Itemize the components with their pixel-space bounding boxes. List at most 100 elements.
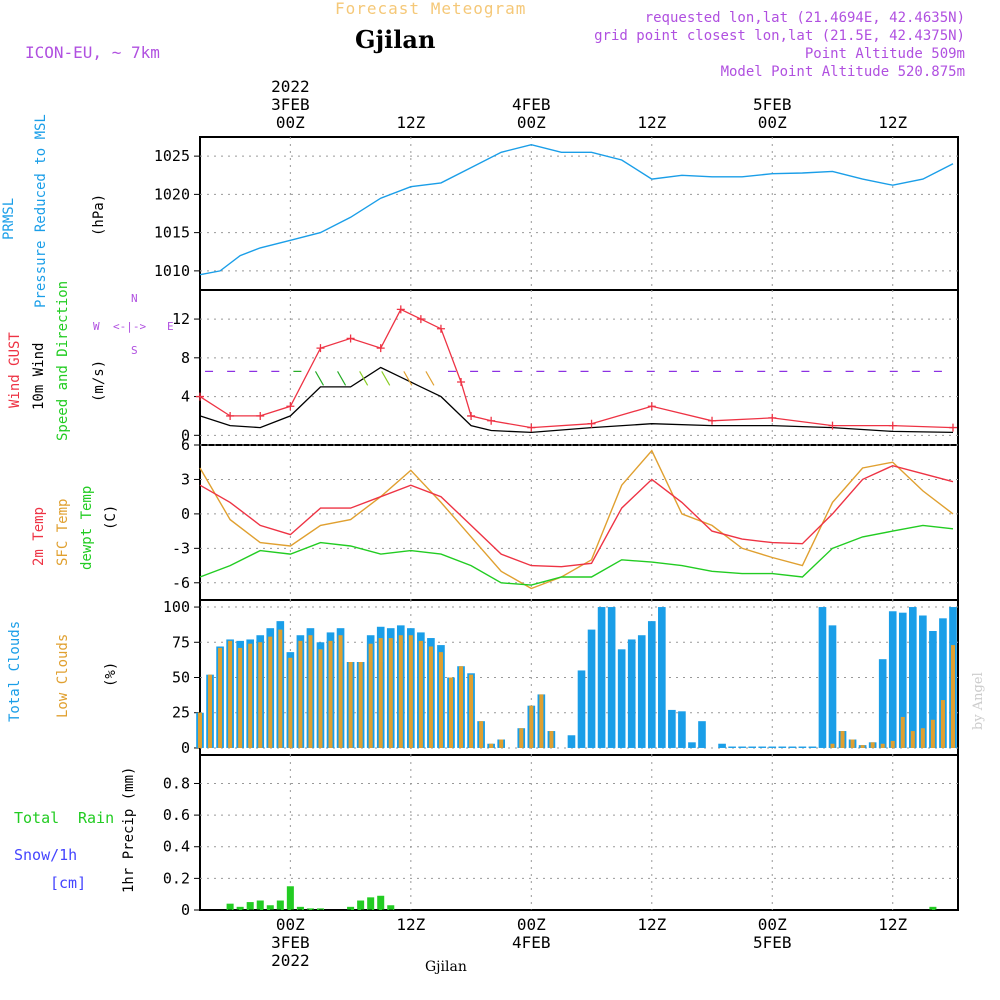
total-cloud-bar-70	[898, 612, 907, 748]
bottom-date-4feb: 4FEB	[512, 933, 551, 952]
low-cloud-bar-32	[519, 728, 524, 748]
bottom-time-tick-4: 00Z	[758, 915, 787, 934]
ytick-label-clouds-0: 0	[181, 739, 190, 757]
low-cloud-bar-4	[238, 647, 243, 748]
gust-marker-3	[286, 402, 295, 411]
low-cloud-bar-67	[870, 742, 875, 748]
low-cloud-bar-17	[368, 643, 373, 748]
bottom-time-tick-2: 00Z	[517, 915, 546, 934]
top-time-tick-1: 12Z	[396, 113, 425, 132]
series-gust	[199, 308, 954, 429]
series-sfc-temp	[199, 449, 954, 590]
ytick-label-clouds-4: 100	[163, 598, 190, 616]
gust-marker-6	[376, 344, 385, 353]
total-cloud-bar-55	[748, 746, 757, 748]
low-cloud-bar-35	[549, 731, 554, 748]
low-cloud-bar-22	[418, 640, 423, 748]
total-cloud-bar-53	[728, 746, 736, 748]
ytick-label-precip-0: 0	[181, 901, 190, 919]
rain-bar-11	[357, 900, 365, 910]
low-cloud-bar-21	[408, 635, 413, 748]
gust-marker-2	[256, 411, 265, 420]
bottom-time-tick-1: 12Z	[396, 915, 425, 934]
total-cloud-bar-74	[939, 618, 947, 748]
total-cloud-bar-39	[587, 629, 596, 748]
bottom-time-tick-5: 12Z	[878, 915, 907, 934]
compass-s: S	[131, 344, 138, 357]
bottom-date-5feb: 5FEB	[753, 933, 792, 952]
wind-arrow-186	[381, 371, 391, 386]
ytick-label-precip-4: 0.8	[163, 774, 190, 792]
low-cloud-bar-25	[448, 677, 454, 748]
panel-frame-wind	[199, 289, 959, 446]
low-cloud-bar-26	[459, 666, 464, 748]
low-cloud-bar-28	[479, 721, 484, 748]
ytick-label-wind-2: 8	[181, 349, 190, 367]
gust-marker-1	[226, 411, 235, 420]
wind-arrow-230	[425, 371, 435, 386]
top-time-tick-3: 12Z	[637, 113, 666, 132]
rain-bar-3	[256, 900, 264, 910]
total-cloud-bar-43	[627, 639, 636, 748]
total-cloud-bar-49	[688, 742, 696, 748]
rain-bar-4	[266, 905, 274, 910]
total-cloud-bar-73	[929, 631, 937, 748]
low-cloud-bar-74	[940, 700, 945, 748]
total-cloud-bar-72	[919, 615, 927, 748]
rain-bar-1	[236, 906, 244, 910]
total-cloud-bar-47	[668, 709, 676, 748]
bottom-time-tick-0: 00Z	[276, 915, 305, 934]
series-wind10m	[199, 366, 954, 434]
gridpoint-coords: grid point closest lon,lat (21.5E, 42.43…	[594, 28, 965, 44]
low-cloud-bar-8	[278, 629, 283, 748]
total-cloud-bar-42	[617, 649, 626, 748]
gust-marker-0	[196, 392, 204, 401]
panel-frame-precipitation	[199, 754, 959, 911]
low-cloud-bar-63	[830, 743, 835, 748]
gust-marker-9	[436, 324, 445, 333]
total-cloud-bar-63	[828, 625, 837, 748]
rain-bar-5	[276, 900, 284, 910]
ytick-label-pressure-2: 1020	[154, 185, 190, 203]
rain-bar-13	[377, 895, 385, 910]
low-cloud-bar-66	[860, 745, 865, 748]
gust-marker-13	[527, 423, 536, 432]
low-cloud-bar-19	[388, 638, 393, 748]
low-cloud-bar-29	[489, 743, 494, 748]
model-label: ICON-EU, ~ 7km	[25, 43, 160, 62]
low-cloud-bar-13	[328, 640, 333, 748]
low-cloud-bar-2	[218, 647, 223, 748]
rain-bar-10	[347, 906, 355, 910]
total-cloud-bar-68	[878, 659, 887, 748]
gust-marker-20	[948, 423, 957, 432]
wind-arrow-120	[314, 371, 324, 386]
top-time-tick-4: 00Z	[758, 113, 787, 132]
gust-marker-17	[768, 413, 777, 422]
model-altitude: Model Point Altitude 520.875m	[720, 64, 965, 80]
total-cloud-bar-62	[818, 607, 827, 748]
low-cloud-bar-12	[318, 649, 323, 748]
location-title: Gjilan	[355, 25, 436, 54]
gust-marker-15	[647, 402, 656, 411]
gust-marker-16	[708, 416, 717, 425]
top-date-5feb: 5FEB	[753, 95, 792, 114]
low-cloud-bar-73	[930, 719, 935, 748]
low-cloud-bar-7	[268, 636, 273, 748]
rain-bar-2	[246, 902, 254, 910]
ytick-label-temperature-0: -6	[172, 574, 190, 592]
low-cloud-bar-70	[900, 716, 905, 748]
series-2m-temp	[199, 464, 954, 568]
low-cloud-bar-68	[880, 743, 885, 748]
total-cloud-bar-57	[768, 746, 777, 748]
total-cloud-bar-52	[718, 743, 726, 748]
total-cloud-bar-54	[738, 746, 746, 748]
footer-location: Gjilan	[425, 959, 467, 975]
panel-frame-pressure	[199, 136, 959, 291]
rain-bar-0	[226, 903, 234, 910]
total-cloud-bar-44	[637, 635, 646, 748]
low-cloud-bar-72	[920, 728, 925, 748]
wind-arrow-142	[337, 371, 347, 386]
series-pressure	[199, 143, 954, 276]
low-cloud-bar-16	[358, 662, 363, 748]
